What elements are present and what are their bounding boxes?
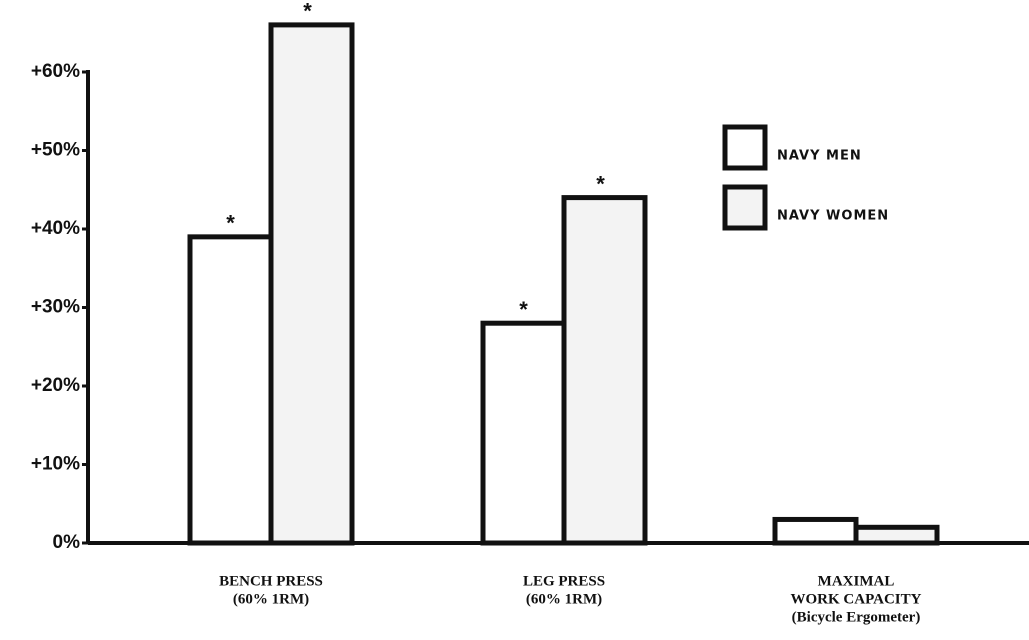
significance-marker: * [596,171,605,196]
significance-marker: * [303,0,312,24]
x-tick-label: (60% 1RM) [233,591,309,607]
x-tick-label: WORK CAPACITY [791,591,922,607]
y-tick-label: +30% [31,297,80,318]
y-tick-label: +20% [31,375,80,396]
bar [853,524,940,546]
bar [561,195,648,546]
legend-swatch [722,124,768,171]
bar [187,234,274,546]
bar [268,22,355,546]
y-tick-label: +40% [31,218,80,239]
legend-label: NAVY WOMEN [777,209,889,224]
x-tick-label: MAXIMAL [818,573,895,589]
legend-label: NAVY MEN [777,149,862,164]
significance-marker: * [519,297,528,322]
legend-swatch [722,184,768,231]
y-tick-label: +60% [31,61,80,82]
x-tick-label: (Bicycle Ergometer) [792,609,921,625]
x-tick-label: (60% 1RM) [526,591,602,607]
y-tick-label: +10% [31,454,80,475]
y-tick-label: 0% [53,532,81,553]
y-tick-label: +50% [31,140,80,161]
x-tick-label: LEG PRESS [523,573,605,589]
x-tick-label: BENCH PRESS [219,573,323,589]
significance-marker: * [226,211,235,236]
bar [480,320,567,546]
bar [772,516,859,546]
